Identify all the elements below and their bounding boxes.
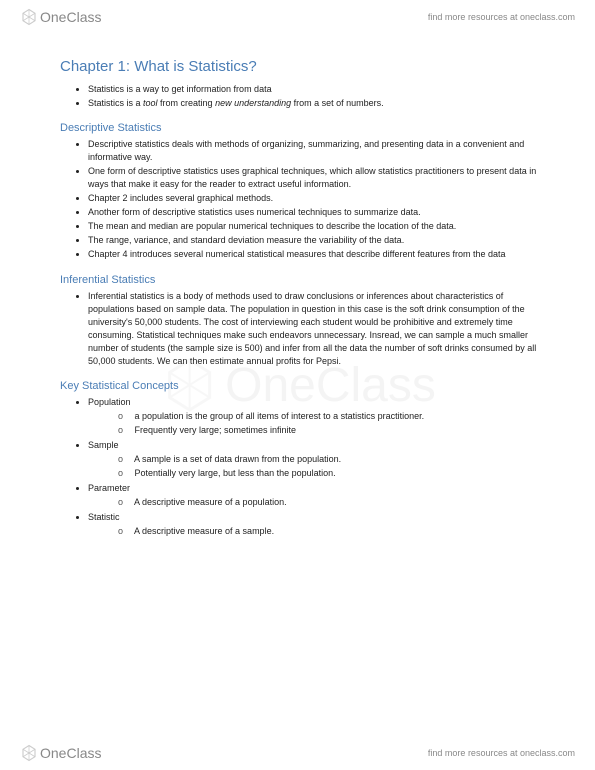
list-item: One form of descriptive statistics uses …	[88, 165, 545, 191]
sub-list: o A descriptive measure of a population.	[88, 496, 545, 509]
list-item: Population	[88, 396, 545, 409]
list-item: Sample	[88, 439, 545, 452]
section-list: Descriptive statistics deals with method…	[60, 138, 545, 261]
header-tagline: find more resources at oneclass.com	[428, 12, 575, 22]
list-item: Another form of descriptive statistics u…	[88, 206, 545, 219]
sub-list-item: o a population is the group of all items…	[118, 410, 545, 423]
sub-list-item: o Frequently very large; sometimes infin…	[118, 424, 545, 437]
document-body: Chapter 1: What is Statistics? Statistic…	[60, 40, 545, 730]
page-footer: OneClass find more resources at oneclass…	[0, 736, 595, 770]
brand-text: OneClass	[40, 745, 101, 761]
list-item: Chapter 4 introduces several numerical s…	[88, 248, 545, 261]
intro-list: Statistics is a way to get information f…	[60, 83, 545, 110]
section-list: Inferential statistics is a body of meth…	[60, 290, 545, 368]
brand-logo-footer: OneClass	[20, 744, 101, 762]
section-heading: Key Statistical Concepts	[60, 380, 545, 392]
list-item: Statistic	[88, 511, 545, 524]
sub-list: o A sample is a set of data drawn from t…	[88, 453, 545, 480]
sub-list-item: o Potentially very large, but less than …	[118, 467, 545, 480]
brand-text: OneClass	[40, 9, 101, 25]
section-heading: Inferential Statistics	[60, 274, 545, 286]
sub-list: o a population is the group of all items…	[88, 410, 545, 437]
brand-icon	[20, 8, 38, 26]
section-heading: Descriptive Statistics	[60, 122, 545, 134]
list-item: Inferential statistics is a body of meth…	[88, 290, 545, 368]
footer-tagline: find more resources at oneclass.com	[428, 748, 575, 758]
sub-list-item: o A descriptive measure of a sample.	[118, 525, 545, 538]
list-item: Chapter 2 includes several graphical met…	[88, 192, 545, 205]
list-item: Statistics is a tool from creating new u…	[88, 97, 545, 110]
page-title: Chapter 1: What is Statistics?	[60, 58, 545, 75]
section-list: Populationo a population is the group of…	[60, 396, 545, 538]
brand-icon	[20, 744, 38, 762]
list-item: Descriptive statistics deals with method…	[88, 138, 545, 164]
list-item: The mean and median are popular numerica…	[88, 220, 545, 233]
brand-logo: OneClass	[20, 8, 101, 26]
sub-list-item: o A sample is a set of data drawn from t…	[118, 453, 545, 466]
list-item: The range, variance, and standard deviat…	[88, 234, 545, 247]
list-item: Parameter	[88, 482, 545, 495]
sub-list: o A descriptive measure of a sample.	[88, 525, 545, 538]
sub-list-item: o A descriptive measure of a population.	[118, 496, 545, 509]
list-item: Statistics is a way to get information f…	[88, 83, 545, 96]
page-header: OneClass find more resources at oneclass…	[0, 0, 595, 34]
